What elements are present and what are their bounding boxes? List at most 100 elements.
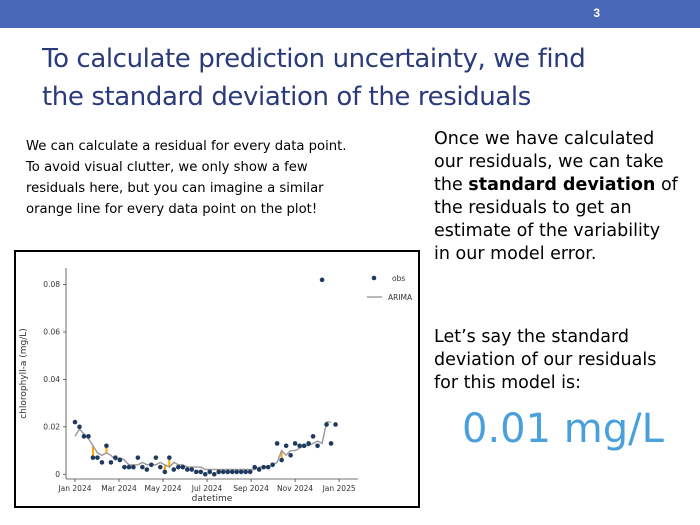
obs-point <box>301 443 307 449</box>
std-dev-explanation: Once we have calculated our residuals, w… <box>434 128 694 266</box>
obs-point <box>180 464 186 470</box>
obs-point <box>283 443 289 449</box>
std-dev-value: 0.01 mg/L <box>462 406 664 452</box>
obs-point <box>158 464 163 470</box>
obs-point <box>274 441 280 446</box>
left-line-2: To avoid visual clutter, we only show a … <box>26 160 308 175</box>
x-tick-label: Mar 2024 <box>101 484 137 493</box>
obs-point <box>104 443 109 449</box>
obs-point <box>126 464 132 470</box>
obs-point <box>122 464 127 470</box>
std-dev-statement: Let’s say the standard deviation of our … <box>434 326 694 395</box>
obs-point <box>225 469 231 475</box>
y-tick-label: 0.06 <box>43 328 60 337</box>
obs-point <box>149 462 154 468</box>
obs-point <box>162 469 168 475</box>
obs-point <box>202 471 208 477</box>
obs-point <box>108 460 114 465</box>
obs-point <box>90 455 96 460</box>
obs-point <box>117 457 123 463</box>
obs-point <box>238 469 244 475</box>
obs-point <box>140 464 145 470</box>
x-tick-label: Jan 2024 <box>57 484 91 493</box>
obs-point <box>279 457 284 463</box>
obs-point <box>113 455 118 460</box>
y-tick-label: 0.04 <box>43 375 60 384</box>
obs-point <box>207 469 213 475</box>
obs-point <box>77 424 82 430</box>
right-line-1: Once we have calculated <box>434 129 655 149</box>
obs-point <box>135 455 141 460</box>
obs-point <box>315 443 320 449</box>
x-tick-label: Nov 2024 <box>277 484 313 493</box>
legend-obs-label: obs <box>392 274 405 283</box>
header-bar: 3 <box>0 0 700 28</box>
obs-point <box>270 462 275 468</box>
right-line-6: in our model error. <box>434 244 597 264</box>
obs-point <box>184 467 190 472</box>
obs-point <box>297 443 302 449</box>
obs-point <box>319 277 325 283</box>
obs-point <box>167 455 172 460</box>
obs-point <box>144 467 150 472</box>
right-line-3-post: of <box>655 175 678 195</box>
legend-arima-label: ARIMA <box>388 293 413 302</box>
obs-point <box>153 455 159 460</box>
obs-point <box>288 452 293 458</box>
standard-deviation-term: standard deviation <box>468 175 656 195</box>
obs-point <box>243 469 248 475</box>
obs-point <box>95 455 100 460</box>
title-line-2: the standard deviation of the residuals <box>42 82 531 112</box>
chart-frame: 0 0.02 0.04 0.06 0.08 Jan 2024 Mar 2024 May 202… <box>14 250 420 508</box>
y-tick-label: 0.02 <box>43 422 60 431</box>
right2-line-2: deviation of our residuals <box>434 350 657 370</box>
obs-point <box>176 464 181 470</box>
left-line-4: orange line for every data point on the … <box>26 202 318 217</box>
right-line-3: the standard deviation of <box>434 174 694 197</box>
right-line-3-pre: the <box>434 175 469 195</box>
y-tick-label: 0.08 <box>43 280 60 289</box>
legend-obs-marker <box>371 275 377 281</box>
obs-point <box>171 467 177 472</box>
obs-point <box>229 469 235 475</box>
obs-point <box>324 422 329 427</box>
obs-point <box>131 464 136 470</box>
obs-point <box>247 469 253 475</box>
obs-point <box>261 464 266 470</box>
y-tick-label: 0 <box>55 470 60 479</box>
obs-point <box>86 434 91 439</box>
obs-point <box>189 467 195 472</box>
arima-line <box>74 421 331 471</box>
obs-point <box>234 469 240 475</box>
obs-point <box>292 441 298 446</box>
right-line-2: our residuals, we can take <box>434 152 664 172</box>
left-line-1: We can calculate a residual for every da… <box>26 139 347 154</box>
x-tick-label: Sep 2024 <box>233 484 269 493</box>
obs-point <box>211 471 217 477</box>
residual-chart: 0 0.02 0.04 0.06 0.08 Jan 2024 Mar 2024 May 202… <box>19 268 413 504</box>
obs-point <box>72 419 78 425</box>
y-axis-title: chlorophyll-a (mg/L) <box>19 328 29 419</box>
right-line-5: estimate of the variability <box>434 221 661 241</box>
obs-point <box>328 441 334 446</box>
right2-line-3: for this model is: <box>434 373 582 393</box>
obs-point <box>333 422 338 427</box>
obs-point <box>216 469 222 475</box>
left-line-3: residuals here, but you can imagine a si… <box>26 181 324 196</box>
x-tick-label: May 2024 <box>145 484 182 493</box>
x-tick-label: Jul 2024 <box>191 484 223 493</box>
title-line-1: To calculate prediction uncertainty, we … <box>42 44 586 74</box>
right-line-4: the residuals to get an <box>434 198 632 218</box>
residual-explanation: We can calculate a residual for every da… <box>26 136 426 220</box>
obs-point <box>252 464 257 470</box>
obs-point <box>265 464 271 470</box>
page-number: 3 <box>593 6 600 20</box>
obs-point <box>99 460 105 465</box>
obs-point <box>256 467 262 472</box>
x-tick-label: Jan 2025 <box>322 484 356 493</box>
obs-point <box>306 441 311 446</box>
slide-title: To calculate prediction uncertainty, we … <box>42 40 682 116</box>
right2-line-1: Let’s say the standard <box>434 327 629 347</box>
obs-point <box>220 469 226 475</box>
obs-point <box>310 434 316 439</box>
